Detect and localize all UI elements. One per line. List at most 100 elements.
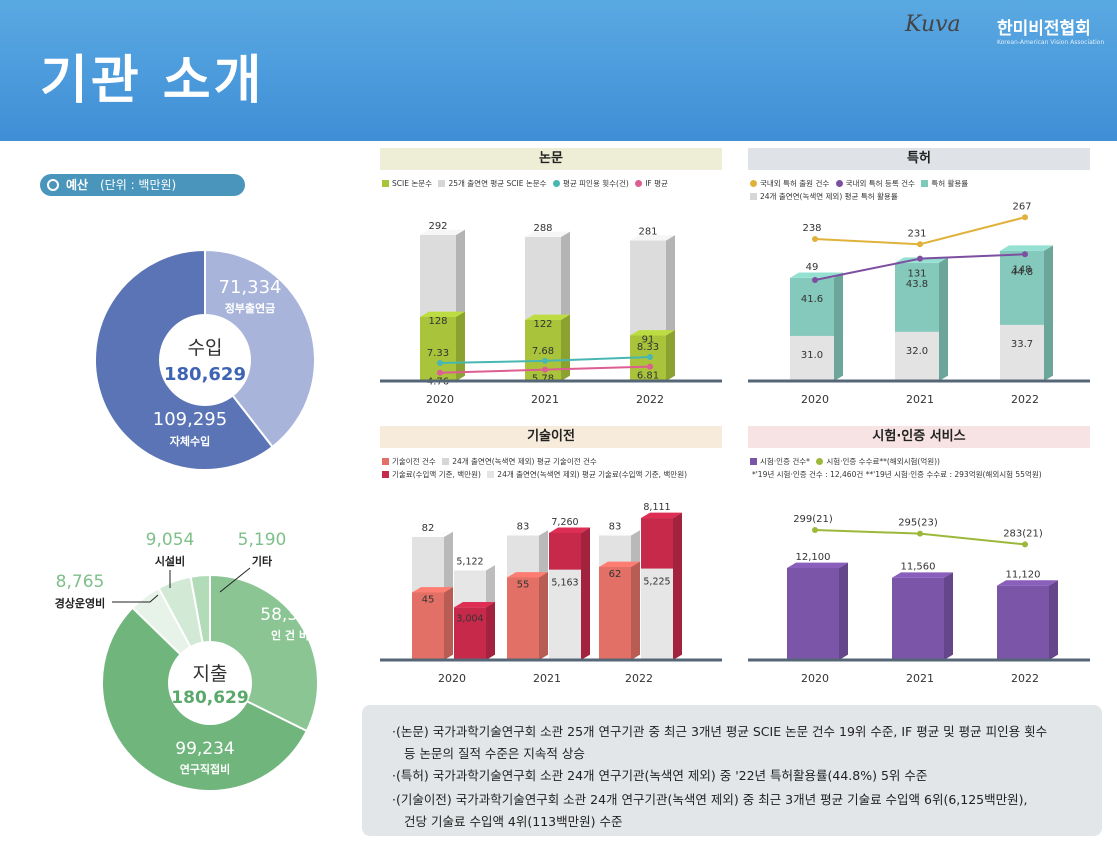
data-label: 83 <box>609 522 622 533</box>
legend-swatch <box>635 180 643 187</box>
summary-line: ·(논문) 국가과학기술연구회 소관 25개 연구기관 중 최근 3개년 평균 … <box>392 724 1048 739</box>
legend-label: SCIE 논문수 <box>392 179 433 188</box>
bar-scie-top <box>525 314 570 320</box>
data-label: 7.68 <box>532 346 554 357</box>
data-label: 292 <box>428 221 447 232</box>
bar-count-side <box>444 587 453 660</box>
data-label: 31.0 <box>801 350 823 361</box>
x-tick-label: 2021 <box>906 393 934 406</box>
circle-icon <box>47 179 59 191</box>
legend-label: 24개 출연연(녹색연 제외) 평균 기술료(수입액 기준, 백만원) <box>497 470 688 479</box>
papers-chart: 292128288122281917.334.767.685.788.336.8… <box>380 221 722 406</box>
bar-count-top <box>412 587 453 593</box>
expense-slice-value: 58,386 <box>260 605 319 625</box>
bar-avg-utilization <box>1000 324 1044 381</box>
bar-utilization-top <box>1000 245 1053 251</box>
expense-center-total: 180,629 <box>171 688 248 708</box>
bar-scie-side <box>666 330 675 381</box>
bar-avg-count-top <box>507 530 548 536</box>
bar-test-count <box>892 577 944 660</box>
point-if <box>437 369 443 376</box>
data-label: 33.7 <box>1011 339 1033 350</box>
bar-test-count <box>997 585 1049 660</box>
data-label: 32.0 <box>906 346 928 357</box>
data-label: 238 <box>802 223 821 234</box>
point-test-fee <box>1022 541 1028 548</box>
point-if <box>542 366 548 373</box>
papers-panel-title: 논문 <box>380 148 722 170</box>
data-label: 6.81 <box>637 371 659 382</box>
summary-line: 건당 기술료 수입액 4위(113백만원) 수준 <box>404 814 623 829</box>
income-donut-chart: 수입 180,629 71,334 정부출연금 109,295 자체수입 <box>94 248 316 471</box>
organization-logo: Kuva 한미비전협회 Korean-American Vision Assoc… <box>905 8 1110 58</box>
bar-avg-scie-top <box>630 235 675 241</box>
point-registrations <box>812 277 818 283</box>
bar-fee-top <box>549 527 590 533</box>
point-applications <box>812 236 818 242</box>
point-test-fee <box>812 527 818 533</box>
bar-utilization-side <box>1044 245 1053 381</box>
legend-swatch <box>382 180 389 187</box>
data-label: 41.6 <box>801 294 823 305</box>
data-label: 7.33 <box>427 348 449 359</box>
bar-avg-fee <box>641 568 673 660</box>
expense-slice-label: 경상운영비 <box>55 596 106 610</box>
testing-notes: *'19년 시험·인증 건수 : 12,460건 **'19년 시험·인증 수수… <box>752 470 1042 479</box>
legend-label: 24개 출연연(녹색연 제외) 평균 특허 활용률 <box>760 192 898 201</box>
data-label: 5.78 <box>532 374 554 385</box>
testing-chart: 12,100 11,560 11,120 299(21) 295(23) 283(21) 2… <box>748 514 1090 685</box>
bar-test-count <box>787 568 839 660</box>
expense-slice-value: 9,054 <box>146 530 195 550</box>
x-tick-label: 2022 <box>1011 393 1039 406</box>
data-label: 122 <box>533 319 552 330</box>
x-tick-label: 2022 <box>625 672 653 685</box>
legend-swatch <box>382 471 389 478</box>
bar-scie-top <box>630 330 675 336</box>
legend-swatch <box>816 458 824 465</box>
patents-legend: 국내외 특허 출원 건수 국내외 특허 등록 건수 특허 활용률 <box>746 178 968 189</box>
bar-avg-fee-top <box>454 564 495 571</box>
legend-label: 시험·인증 건수* <box>760 457 810 466</box>
bar-test-count-top <box>997 580 1058 586</box>
bar-fee-top <box>454 602 495 608</box>
expense-slice-label: 기타 <box>252 554 273 568</box>
testing-legend: 시험·인증 건수* 시험·인증 수수료**(해외시험(억원)) <box>746 456 940 467</box>
patents-chart: 31.0 41.6 32.0 43.8 33.7 44.8 238 49 231 131 267 14… <box>748 201 1090 406</box>
data-label: 7,260 <box>551 517 578 528</box>
bar-avg-utilization <box>895 331 939 381</box>
point-applications <box>917 241 923 248</box>
bar-avg-fee <box>549 569 581 660</box>
tech-transfer-chart: 82 45 5,122 3,004 83 55 7,260 5,163 83 62 8,111 5,2… <box>380 502 722 685</box>
bar-count-top <box>507 572 548 578</box>
income-slice-label: 자체수입 <box>170 434 210 448</box>
bar-scie-top <box>420 311 465 317</box>
bar-scie <box>420 317 456 381</box>
x-tick-label: 2022 <box>1011 672 1039 685</box>
bar-count-side <box>631 561 640 660</box>
legend-swatch <box>438 180 446 187</box>
leader-line <box>112 594 159 603</box>
donut-slice <box>204 248 316 449</box>
x-tick-label: 2020 <box>438 672 466 685</box>
bar-test-count-side <box>1049 580 1058 660</box>
x-tick-label: 2020 <box>801 672 829 685</box>
legend-swatch <box>442 458 450 465</box>
summary-line: 등 논문의 질적 수준은 지속적 상승 <box>404 746 585 761</box>
expense-donut-chart: 지출 180,629 58,386 인 건 비 99,234 연구직접비 8,7… <box>55 530 320 792</box>
data-label: 267 <box>1012 201 1031 212</box>
expense-slice-value: 5,190 <box>238 530 287 550</box>
legend-swatch <box>382 458 389 465</box>
patents-legend: 24개 출연연(녹색연 제외) 평균 특허 활용률 <box>746 191 898 202</box>
data-label: 45 <box>422 595 435 606</box>
legend-swatch <box>750 193 757 200</box>
bar-test-count-top <box>892 572 953 578</box>
page-title: 기관 소개 <box>40 51 265 111</box>
x-tick-label: 2022 <box>636 393 664 406</box>
expense-slice-label: 인 건 비 <box>271 628 309 642</box>
bar-count <box>599 567 631 660</box>
data-label: 82 <box>422 523 435 534</box>
expense-slice-value: 99,234 <box>175 739 234 759</box>
data-label: 3,004 <box>456 613 483 624</box>
data-label: 55 <box>517 580 530 591</box>
patents-panel-title: 특허 <box>748 148 1090 170</box>
